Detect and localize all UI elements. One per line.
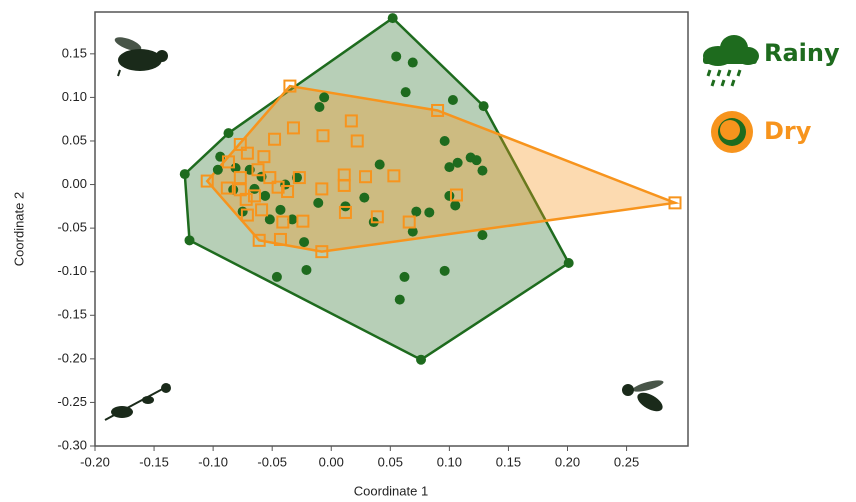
- y-tick-label: -0.20: [57, 350, 87, 365]
- y-tick-label: -0.15: [57, 307, 87, 322]
- x-tick-label: -0.05: [257, 454, 287, 469]
- point: [272, 272, 282, 282]
- page: {"chart_data": {"type": "scatter", "hull…: [0, 0, 856, 502]
- point: [223, 128, 233, 138]
- point: [275, 205, 285, 215]
- point: [416, 355, 426, 365]
- x-tick-label: 0.00: [319, 454, 344, 469]
- point: [424, 207, 434, 217]
- y-tick-label: -0.25: [57, 394, 87, 409]
- point: [299, 237, 309, 247]
- y-axis-label: Coordinate 2: [11, 192, 26, 266]
- x-tick-label: -0.20: [80, 454, 110, 469]
- point: [185, 235, 195, 245]
- point: [180, 169, 190, 179]
- point: [388, 13, 398, 23]
- point: [213, 165, 223, 175]
- point: [472, 155, 482, 165]
- bee-icon: [113, 35, 168, 76]
- x-tick-label: 0.20: [555, 454, 580, 469]
- x-tick-label: 0.05: [378, 454, 403, 469]
- x-tick-label: 0.25: [614, 454, 639, 469]
- point: [319, 92, 329, 102]
- x-tick-label: -0.10: [198, 454, 228, 469]
- point: [440, 266, 450, 276]
- point: [477, 166, 487, 176]
- point: [411, 207, 421, 217]
- point: [408, 58, 418, 68]
- point: [564, 258, 574, 268]
- point: [359, 193, 369, 203]
- x-axis-label: Coordinate 1: [354, 483, 428, 498]
- x-tick-label: 0.15: [496, 454, 521, 469]
- point: [301, 265, 311, 275]
- point: [260, 191, 270, 201]
- point: [477, 230, 487, 240]
- wasp-icon: [622, 378, 666, 415]
- legend-label: Dry: [764, 117, 812, 145]
- point: [440, 136, 450, 146]
- y-tick-label: 0.05: [62, 132, 87, 147]
- point: [444, 191, 454, 201]
- y-tick-label: -0.10: [57, 263, 87, 278]
- y-tick-label: 0.10: [62, 89, 87, 104]
- point: [450, 200, 460, 210]
- y-tick-label: 0.15: [62, 45, 87, 60]
- ant-icon: [105, 383, 171, 420]
- y-tick-label: -0.30: [57, 437, 87, 452]
- x-tick-label: -0.15: [139, 454, 169, 469]
- point: [444, 162, 454, 172]
- legend-label: Rainy: [764, 39, 840, 67]
- point: [448, 95, 458, 105]
- y-tick-label: -0.05: [57, 220, 87, 235]
- chart: Rainy Dry Coordinate 1 Coordinate 2 -0.2…: [0, 0, 856, 502]
- point: [395, 295, 405, 305]
- point: [399, 272, 409, 282]
- rain-icon: [703, 35, 759, 86]
- point: [314, 102, 324, 112]
- x-tick-label: 0.10: [437, 454, 462, 469]
- point: [391, 51, 401, 61]
- y-tick-label: 0.00: [62, 176, 87, 191]
- point: [313, 198, 323, 208]
- sun-icon: [711, 111, 753, 153]
- point: [249, 184, 259, 194]
- point: [479, 101, 489, 111]
- point: [401, 87, 411, 97]
- point: [375, 160, 385, 170]
